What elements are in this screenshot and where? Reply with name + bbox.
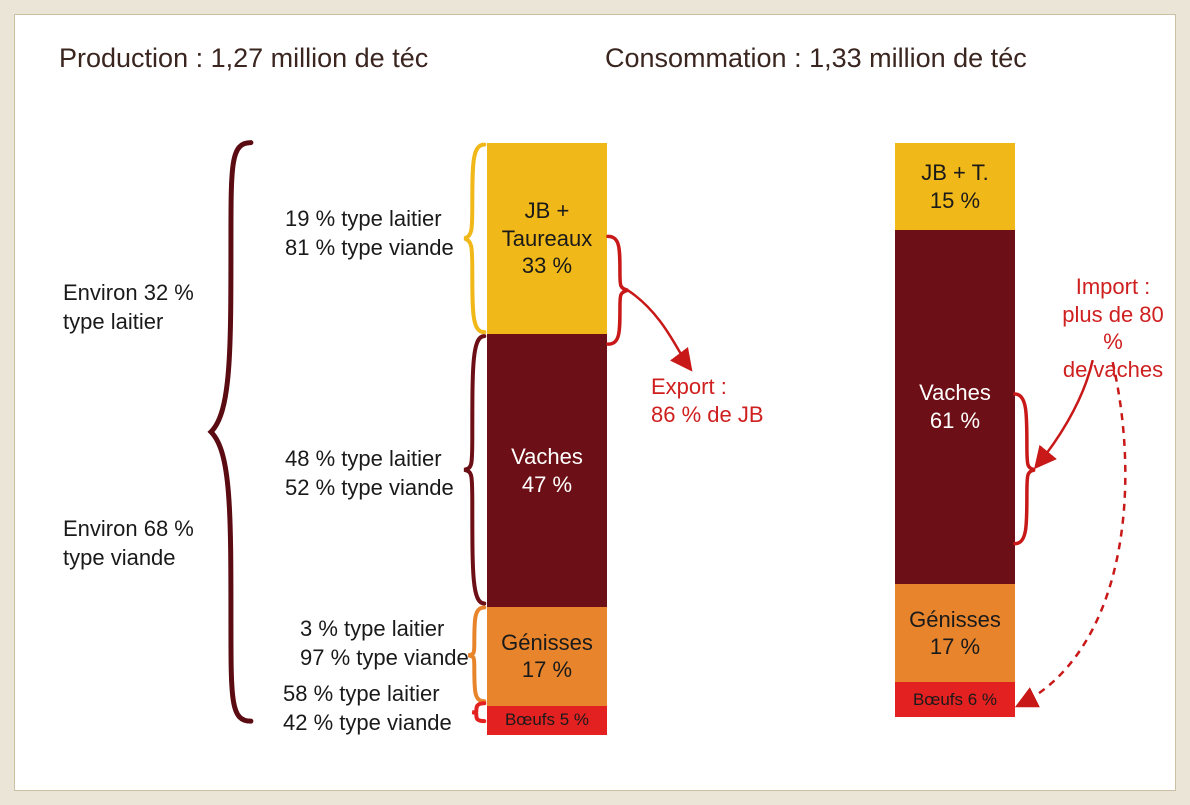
prod-seg-vaches-line2: 47 % — [522, 472, 572, 497]
prod-breakdown-vaches: 48 % type laitier 52 % type viande — [285, 445, 454, 502]
cons-seg-jbt: JB + T. 15 % — [895, 143, 1015, 230]
import-callout-l1: Import : — [1076, 274, 1151, 299]
cons-seg-vaches-line1: Vaches — [919, 380, 991, 405]
brace-export-icon — [608, 236, 628, 344]
import-callout-l3: de vaches — [1063, 357, 1163, 382]
production-bar: JB + Taureaux 33 % Vaches 47 % Génisses … — [487, 143, 607, 723]
arrow-export-icon — [628, 290, 690, 368]
cons-seg-jbt-line1: JB + T. — [921, 160, 988, 185]
export-callout-l2: 86 % de JB — [651, 402, 764, 427]
prod-breakdown-vaches-l1: 48 % type laitier — [285, 446, 442, 471]
brace-prod-jb-icon — [464, 145, 484, 333]
consommation-title: Consommation : 1,33 million de téc — [605, 43, 1027, 74]
prod-seg-jb-line1: JB + — [525, 198, 570, 223]
chart-frame: Production : 1,27 million de téc Consomm… — [14, 14, 1176, 791]
prod-breakdown-jb-l2: 81 % type viande — [285, 235, 454, 260]
cons-seg-vaches: Vaches 61 % — [895, 230, 1015, 584]
cons-seg-gen-line1: Génisses — [909, 607, 1001, 632]
production-seg-jb-taureaux: JB + Taureaux 33 % — [487, 143, 607, 334]
production-seg-genisses: Génisses 17 % — [487, 607, 607, 706]
prod-breakdown-boeufs-l2: 42 % type viande — [283, 710, 452, 735]
prod-seg-boeufs-line1: Bœufs 5 % — [505, 710, 589, 729]
prod-left-group-32-l1: Environ 32 % — [63, 280, 194, 305]
prod-left-group-32-l2: type laitier — [63, 309, 163, 334]
prod-breakdown-gen-l2: 97 % type viande — [300, 645, 469, 670]
prod-seg-gen-line2: 17 % — [522, 657, 572, 682]
prod-seg-gen-line1: Génisses — [501, 630, 593, 655]
prod-seg-jb-line2: Taureaux — [502, 226, 593, 251]
prod-left-group-68-l1: Environ 68 % — [63, 516, 194, 541]
export-callout-l1: Export : — [651, 374, 727, 399]
prod-breakdown-jb-l1: 19 % type laitier — [285, 206, 442, 231]
prod-left-group-32: Environ 32 % type laitier — [63, 279, 194, 336]
cons-seg-genisses: Génisses 17 % — [895, 584, 1015, 683]
cons-seg-jbt-line2: 15 % — [930, 188, 980, 213]
arrow-import-dashed-icon — [1019, 362, 1125, 705]
cons-seg-vaches-line2: 61 % — [930, 408, 980, 433]
prod-breakdown-jb: 19 % type laitier 81 % type viande — [285, 205, 454, 262]
brace-prod-vaches-icon — [464, 336, 484, 603]
consommation-bar: JB + T. 15 % Vaches 61 % Génisses 17 % B… — [895, 143, 1015, 723]
prod-breakdown-vaches-l2: 52 % type viande — [285, 475, 454, 500]
brace-prod-genisses-icon — [468, 607, 484, 701]
prod-breakdown-boeufs: 58 % type laitier 42 % type viande — [283, 680, 452, 737]
import-callout-l2: plus de 80 % — [1062, 302, 1164, 355]
brace-prod-boeufs-icon — [472, 703, 484, 721]
cons-seg-gen-line2: 17 % — [930, 634, 980, 659]
prod-seg-vaches-line1: Vaches — [511, 444, 583, 469]
brace-left-big-icon — [211, 143, 251, 722]
prod-breakdown-genisses: 3 % type laitier 97 % type viande — [300, 615, 469, 672]
production-title: Production : 1,27 million de téc — [59, 43, 428, 74]
import-callout: Import : plus de 80 % de vaches — [1051, 273, 1175, 383]
cons-seg-boeufs-line1: Bœufs 6 % — [913, 690, 997, 709]
cons-seg-boeufs: Bœufs 6 % — [895, 682, 1015, 717]
production-seg-boeufs: Bœufs 5 % — [487, 706, 607, 735]
prod-left-group-68-l2: type viande — [63, 545, 176, 570]
production-seg-vaches: Vaches 47 % — [487, 334, 607, 607]
brace-import-icon — [1015, 394, 1035, 544]
prod-seg-jb-line3: 33 % — [522, 253, 572, 278]
export-callout: Export : 86 % de JB — [651, 373, 764, 428]
prod-breakdown-gen-l1: 3 % type laitier — [300, 616, 444, 641]
prod-left-group-68: Environ 68 % type viande — [63, 515, 194, 572]
prod-breakdown-boeufs-l1: 58 % type laitier — [283, 681, 440, 706]
